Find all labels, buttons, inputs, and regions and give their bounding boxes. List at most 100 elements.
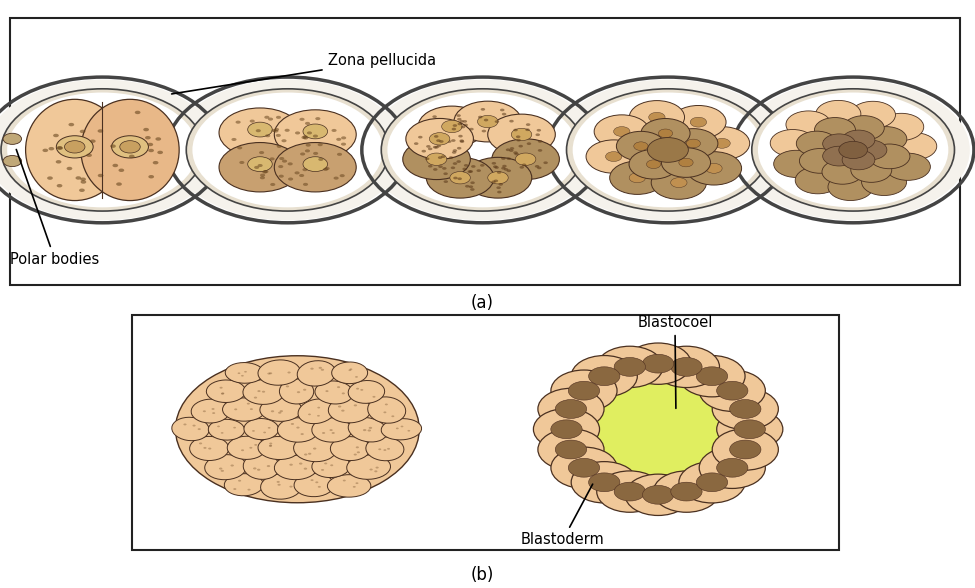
Circle shape [349,368,352,370]
Circle shape [278,484,281,486]
Circle shape [536,129,541,132]
Ellipse shape [712,429,778,470]
Ellipse shape [332,362,368,383]
Circle shape [203,410,206,412]
Ellipse shape [172,417,209,440]
Circle shape [516,135,521,138]
Ellipse shape [566,89,769,211]
Circle shape [217,426,220,427]
Ellipse shape [729,440,760,459]
Circle shape [49,147,55,151]
Circle shape [484,119,488,121]
Circle shape [288,372,291,373]
Ellipse shape [729,400,760,419]
Circle shape [502,113,506,115]
Circle shape [425,158,429,160]
Circle shape [509,149,514,152]
Circle shape [439,140,444,143]
Circle shape [236,121,241,123]
Ellipse shape [614,358,645,376]
Circle shape [157,151,163,154]
Circle shape [451,139,455,142]
Circle shape [265,134,270,137]
Ellipse shape [293,436,336,462]
Circle shape [451,151,456,154]
Circle shape [233,427,236,429]
Circle shape [80,178,86,181]
Circle shape [310,479,314,481]
Circle shape [260,173,265,177]
Circle shape [120,141,140,153]
Circle shape [112,163,118,167]
Circle shape [507,169,511,172]
Circle shape [299,174,304,177]
Ellipse shape [838,141,868,159]
Circle shape [135,111,140,114]
Ellipse shape [556,440,587,459]
Circle shape [354,453,357,456]
Circle shape [98,174,103,177]
Circle shape [457,118,461,121]
Ellipse shape [568,381,600,400]
Circle shape [491,162,496,165]
Circle shape [219,387,222,389]
Ellipse shape [774,151,819,178]
Circle shape [315,117,321,120]
Circle shape [238,480,241,482]
Ellipse shape [643,486,674,504]
Circle shape [374,470,377,472]
Ellipse shape [885,153,930,181]
Circle shape [360,389,364,391]
Circle shape [278,412,282,414]
Circle shape [391,415,394,417]
Circle shape [442,121,462,133]
Ellipse shape [274,455,318,480]
Ellipse shape [491,139,560,179]
Circle shape [457,147,461,149]
Circle shape [426,145,431,148]
Ellipse shape [616,131,666,161]
Ellipse shape [454,101,522,142]
Circle shape [470,181,475,184]
Circle shape [501,157,506,160]
Ellipse shape [770,129,815,156]
Ellipse shape [551,370,617,412]
Circle shape [679,158,693,167]
Text: (a): (a) [471,294,494,312]
Circle shape [308,453,311,455]
Circle shape [470,188,475,191]
Circle shape [271,129,277,132]
Circle shape [356,387,359,390]
Ellipse shape [0,79,219,220]
Circle shape [294,171,299,175]
Circle shape [522,163,526,166]
Text: Blastocoel: Blastocoel [638,315,713,408]
Ellipse shape [274,142,356,192]
Circle shape [690,117,707,127]
Circle shape [66,167,72,171]
Circle shape [248,122,272,137]
Circle shape [438,165,443,168]
Circle shape [290,464,292,466]
Circle shape [526,128,529,131]
Circle shape [319,367,322,369]
Ellipse shape [717,409,783,450]
Ellipse shape [348,380,385,403]
Circle shape [119,169,124,172]
Ellipse shape [589,367,620,386]
Circle shape [332,129,336,132]
Circle shape [421,150,426,152]
Circle shape [220,470,224,472]
Ellipse shape [551,420,582,439]
Ellipse shape [312,418,352,442]
Ellipse shape [207,380,246,402]
Circle shape [428,148,433,150]
Circle shape [276,134,281,137]
Circle shape [459,139,464,142]
Ellipse shape [597,471,663,512]
Ellipse shape [822,159,863,184]
Ellipse shape [572,92,763,208]
Circle shape [526,142,531,145]
Ellipse shape [315,381,353,404]
Circle shape [98,129,103,133]
